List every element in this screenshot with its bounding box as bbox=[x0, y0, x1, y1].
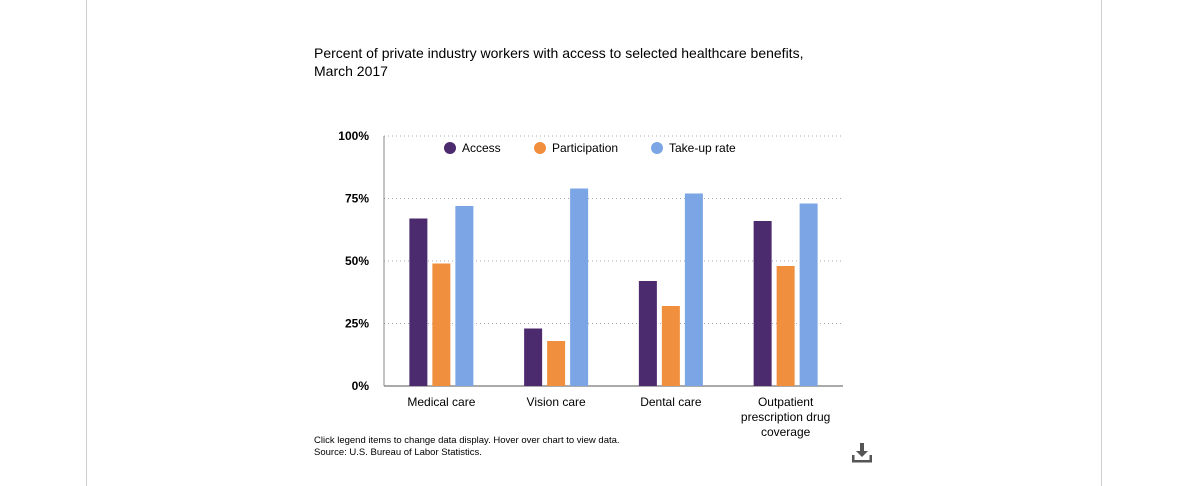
legend-marker[interactable] bbox=[651, 142, 663, 154]
y-tick-label: 75% bbox=[345, 192, 369, 206]
x-tick-label: prescription drug bbox=[741, 410, 830, 424]
bar-take-up-rate[interactable]: Outpatient prescription drug coverage — … bbox=[799, 203, 818, 387]
bar-take-up-rate[interactable]: Vision care — Take-up rate: 79% bbox=[570, 188, 589, 387]
bar-participation[interactable]: Vision care — Participation: 18% bbox=[547, 341, 566, 386]
download-button[interactable] bbox=[849, 440, 875, 466]
bar-take-up-rate[interactable]: Medical care — Take-up rate: 72% bbox=[455, 206, 474, 386]
legend-label[interactable]: Access bbox=[462, 141, 501, 155]
chart-source: Source: U.S. Bureau of Labor Statistics. bbox=[314, 446, 482, 458]
bar-participation[interactable]: Outpatient prescription drug coverage — … bbox=[776, 266, 795, 386]
bar-participation[interactable]: Medical care — Participation: 49% bbox=[432, 263, 451, 387]
y-tick-label: 25% bbox=[345, 317, 369, 331]
x-tick-label: Dental care bbox=[640, 395, 702, 409]
x-tick-label: Vision care bbox=[527, 395, 586, 409]
x-tick-label: Outpatient bbox=[758, 395, 814, 409]
chart-title-line-1: Percent of private industry workers with… bbox=[314, 45, 804, 61]
x-tick-label: Medical care bbox=[407, 395, 475, 409]
y-tick-label: 100% bbox=[338, 129, 369, 143]
y-tick-label: 0% bbox=[352, 379, 370, 393]
download-icon bbox=[852, 443, 872, 463]
frame-border-left bbox=[86, 0, 87, 486]
chart-notes: Click legend items to change data displa… bbox=[314, 435, 620, 458]
chart-title: Percent of private industry workers with… bbox=[314, 44, 874, 80]
y-tick-label: 50% bbox=[345, 254, 369, 268]
legend-marker[interactable] bbox=[534, 142, 546, 154]
legend-marker[interactable] bbox=[444, 142, 456, 154]
bar-access[interactable]: Medical care — Access: 67% bbox=[409, 218, 428, 387]
bar-access[interactable]: Dental care — Access: 42% bbox=[638, 281, 657, 386]
frame-border-right bbox=[1101, 0, 1102, 486]
bar-access[interactable]: Vision care — Access: 23% bbox=[524, 328, 543, 387]
legend-label[interactable]: Take-up rate bbox=[669, 141, 736, 155]
x-tick-label: coverage bbox=[761, 425, 811, 439]
bar-take-up-rate[interactable]: Dental care — Take-up rate: 77% bbox=[684, 193, 703, 387]
legend-label[interactable]: Participation bbox=[552, 141, 618, 155]
bar-participation[interactable]: Dental care — Participation: 32% bbox=[661, 306, 680, 386]
chart-instructions: Click legend items to change data displa… bbox=[314, 435, 620, 446]
chart-title-line-2: March 2017 bbox=[314, 63, 388, 79]
bar-access[interactable]: Outpatient prescription drug coverage — … bbox=[753, 221, 772, 386]
